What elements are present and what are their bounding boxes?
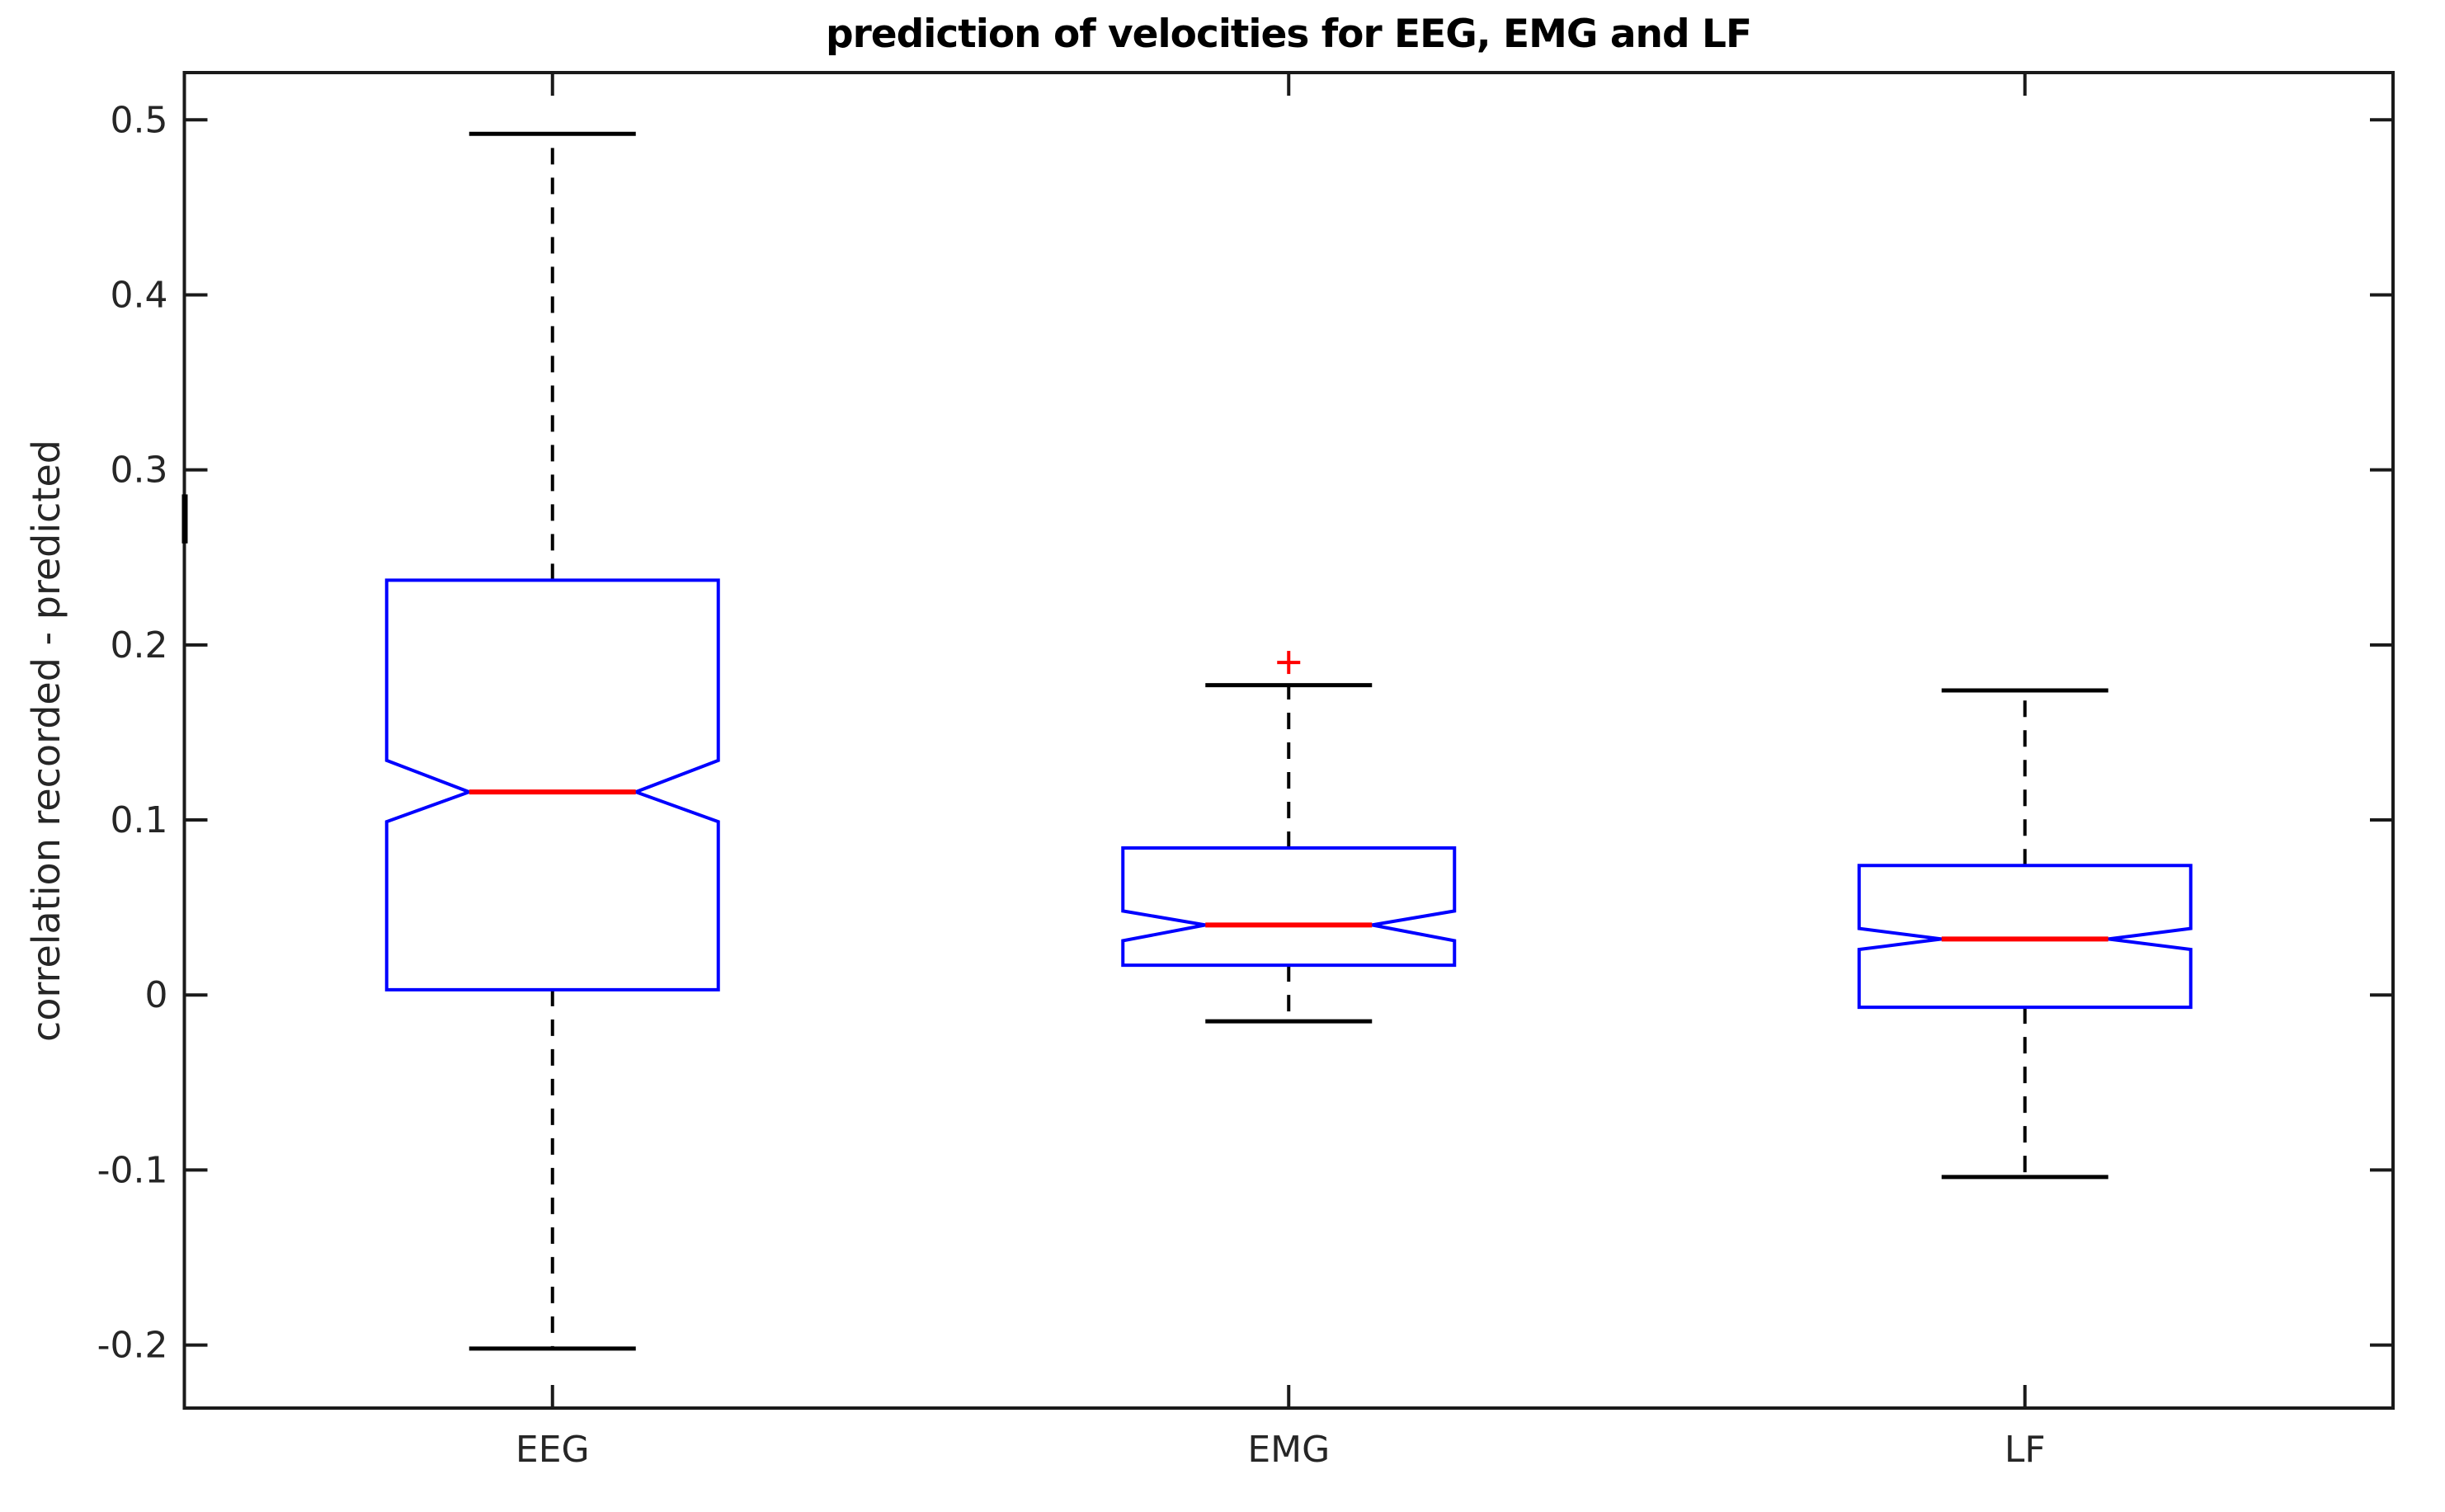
boxplot-series — [384, 131, 2193, 1351]
y-tick-label: 0.5 — [111, 99, 168, 141]
y-tick-label: 0.4 — [111, 274, 168, 316]
x-tick-label-emg: EMG — [1247, 1429, 1330, 1471]
y-tick-label: 0 — [145, 974, 168, 1016]
lf-box — [1857, 864, 2193, 1010]
axis-ticks: 0.5 0.4 0.3 0.2 0.1 0 -0.1 -0.2 EEG EMG LF — [97, 73, 2393, 1471]
y-tick-label: 0.3 — [111, 450, 168, 492]
x-tick-label-eeg: EEG — [516, 1429, 590, 1471]
chart-title: prediction of velocities for EEG, EMG an… — [826, 12, 1751, 57]
boxplot-eeg — [384, 131, 720, 1351]
boxplot-emg — [1121, 651, 1457, 1024]
y-tick-label: 0.1 — [111, 799, 168, 841]
eeg-box — [384, 578, 720, 992]
emg-box — [1121, 845, 1457, 968]
y-axis-label: correlation recorded - predicted — [24, 440, 68, 1042]
y-tick-label: -0.2 — [97, 1325, 168, 1367]
y-tick-label: 0.2 — [111, 624, 168, 667]
boxplot-lf — [1857, 688, 2193, 1180]
y-tick-label: -0.1 — [97, 1149, 168, 1191]
x-tick-label-lf: LF — [2005, 1429, 2046, 1471]
